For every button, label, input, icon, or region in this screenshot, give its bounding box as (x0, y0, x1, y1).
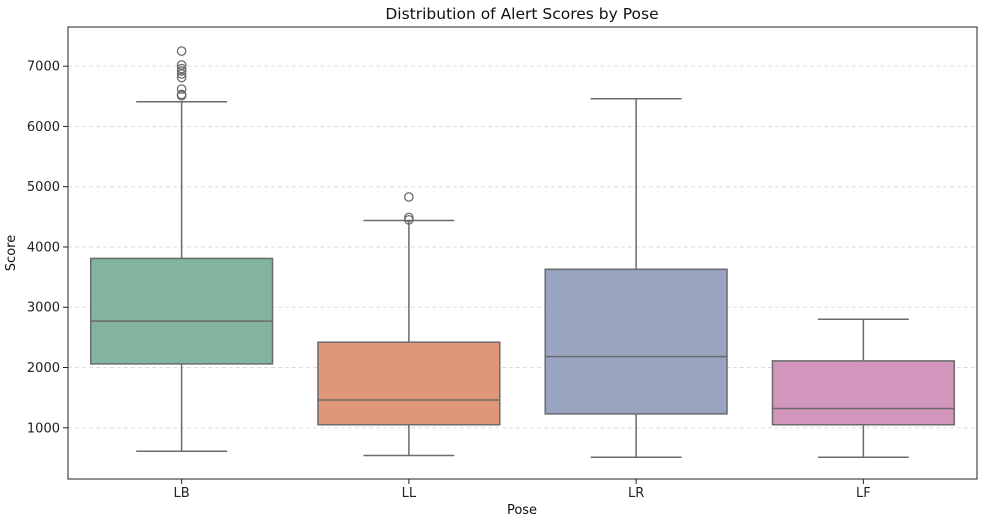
y-tick-label: 5000 (27, 180, 60, 195)
outlier-point (176, 84, 187, 94)
box-group-lb (89, 46, 274, 453)
box-iqr (89, 257, 274, 365)
box-group-ll (317, 192, 501, 457)
outlier-point (176, 46, 187, 56)
box-group-lr (544, 97, 728, 459)
y-tick-label: 2000 (27, 361, 60, 376)
x-axis-label: Pose (507, 503, 537, 518)
x-tick-label: LB (174, 486, 190, 501)
axis-layer: 1000 2000 3000 4000 5000 6000 7000 LB LL LR LF (27, 26, 978, 501)
outlier-point (176, 89, 187, 100)
outlier-point (176, 63, 187, 74)
outlier-point (176, 60, 187, 70)
box-iqr (317, 341, 501, 426)
box-iqr (544, 268, 728, 415)
x-tick-label: LR (628, 486, 644, 501)
box-group-lf (771, 318, 956, 459)
outlier-point (404, 212, 414, 223)
x-tick-label: LL (402, 486, 417, 501)
x-tick-label: LF (856, 486, 871, 501)
box-layer (89, 46, 956, 459)
outlier-point (404, 192, 414, 202)
y-axis-label: Score (4, 235, 19, 271)
plot-frame (67, 26, 978, 480)
box-iqr (771, 360, 956, 426)
y-tick-label: 4000 (27, 240, 60, 255)
y-tick-label: 1000 (27, 421, 60, 436)
y-tick-label: 3000 (27, 301, 60, 316)
y-tick-label: 7000 (27, 60, 60, 75)
chart-title: Distribution of Alert Scores by Pose (385, 5, 658, 23)
y-tick-label: 6000 (27, 120, 60, 135)
